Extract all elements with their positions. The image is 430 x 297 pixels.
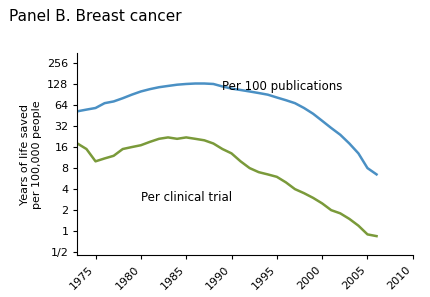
Y-axis label: Years of life saved
per 100,000 people: Years of life saved per 100,000 people: [20, 100, 42, 209]
Text: Per clinical trial: Per clinical trial: [141, 191, 232, 204]
Text: Panel B. Breast cancer: Panel B. Breast cancer: [9, 9, 181, 24]
Text: Per 100 publications: Per 100 publications: [222, 80, 343, 93]
